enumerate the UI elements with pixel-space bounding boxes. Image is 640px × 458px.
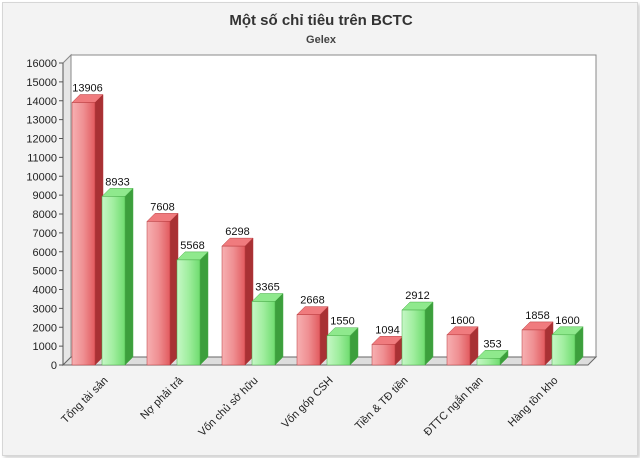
y-tick-label: 11000 (27, 152, 57, 164)
y-tick-label: 13000 (26, 115, 57, 127)
bar-value-label: 13906 (72, 83, 103, 95)
y-tick-label: 3000 (33, 303, 57, 315)
bar (326, 335, 351, 366)
bar-group (401, 301, 434, 366)
chart-title: Một số chỉ tiêu trên BCTC (229, 12, 413, 29)
y-tick-label: 9000 (33, 190, 57, 202)
bar (296, 314, 321, 366)
bar-value-label: 6298 (225, 226, 249, 238)
bar (476, 358, 501, 366)
bar-chart: Một số chỉ tiêu trên BCTC Gelex 0 1000 200… (26, 12, 598, 439)
bar (71, 102, 96, 366)
y-tick-label: 16000 (26, 58, 57, 70)
bar-group (371, 335, 404, 366)
bar-value-label: 8933 (105, 176, 129, 188)
bar-side (424, 301, 434, 366)
bar (401, 309, 426, 366)
bar-group (446, 326, 479, 366)
bar-value-label: 1094 (375, 324, 399, 336)
y-tick-label: 10000 (26, 171, 57, 183)
bar-group (296, 306, 329, 366)
x-category-label: Vốn chủ sở hữu (196, 375, 260, 439)
y-tick-label: 12000 (26, 134, 57, 146)
bar-group (251, 292, 284, 366)
bar (101, 196, 126, 366)
bar-group (326, 327, 359, 366)
bar-group (146, 212, 179, 366)
bar-value-label: 1600 (450, 315, 474, 327)
bar-side (124, 187, 134, 366)
bars: 13906 8933 7608 5568 6298 3365 2668 1550 1094 291… (71, 83, 584, 366)
bar-group (101, 187, 134, 366)
y-tick-label: 14000 (26, 96, 57, 108)
bar-value-label: 2912 (405, 290, 429, 302)
bar (551, 334, 576, 366)
bar-value-label: 5568 (180, 240, 204, 252)
y-tick-label: 8000 (33, 209, 57, 221)
y-tick-label: 0 (51, 360, 57, 372)
bar (521, 329, 546, 366)
bar-group (551, 326, 584, 366)
bar-group (521, 321, 554, 366)
x-category-label: ĐTTC ngắn hạn (421, 374, 486, 439)
y-axis: 0 1000 2000 3000 4000 5000 6000 7000 8000 9000 100… (26, 58, 64, 372)
bar-group (476, 349, 509, 366)
y-tick-label: 4000 (33, 285, 57, 297)
y-tick-label: 7000 (33, 228, 57, 240)
bar-group (71, 93, 104, 366)
y-tick-label: 6000 (33, 247, 57, 259)
x-category-label: Nợ phải trả (138, 374, 186, 422)
bar-value-label: 7608 (150, 201, 174, 213)
bar (251, 301, 276, 366)
y-tick-label: 2000 (33, 322, 57, 334)
bar-side (199, 251, 209, 366)
x-category-label: Hàng tồn kho (506, 375, 561, 430)
y-tick-label: 1000 (33, 341, 57, 353)
bar (176, 259, 201, 366)
bar-value-label: 3365 (255, 281, 279, 293)
y-tick-label: 15000 (26, 77, 57, 89)
x-axis: Tổng tài sản Nợ phải trả Vốn chủ sở hữu Vốn… (59, 374, 560, 439)
bar (371, 344, 396, 366)
y-tick-label: 5000 (33, 266, 57, 278)
bar-value-label: 353 (483, 338, 501, 350)
x-category-label: Tiền & TĐ tiền (353, 375, 411, 433)
bar (221, 245, 246, 366)
chart-subtitle: Gelex (306, 34, 337, 46)
bar-side (274, 292, 284, 366)
bar-group (221, 237, 254, 366)
bar-value-label: 1858 (525, 310, 549, 322)
bar (146, 221, 171, 366)
bar-value-label: 2668 (300, 295, 324, 307)
bar-value-label: 1550 (330, 316, 354, 328)
x-category-label: Tổng tài sản (59, 375, 110, 426)
bar-value-label: 1600 (555, 315, 579, 327)
x-category-label: Vốn góp CSH (280, 375, 336, 431)
bar-group (176, 251, 209, 366)
plot-side-wall (62, 53, 72, 367)
bar (446, 334, 471, 366)
